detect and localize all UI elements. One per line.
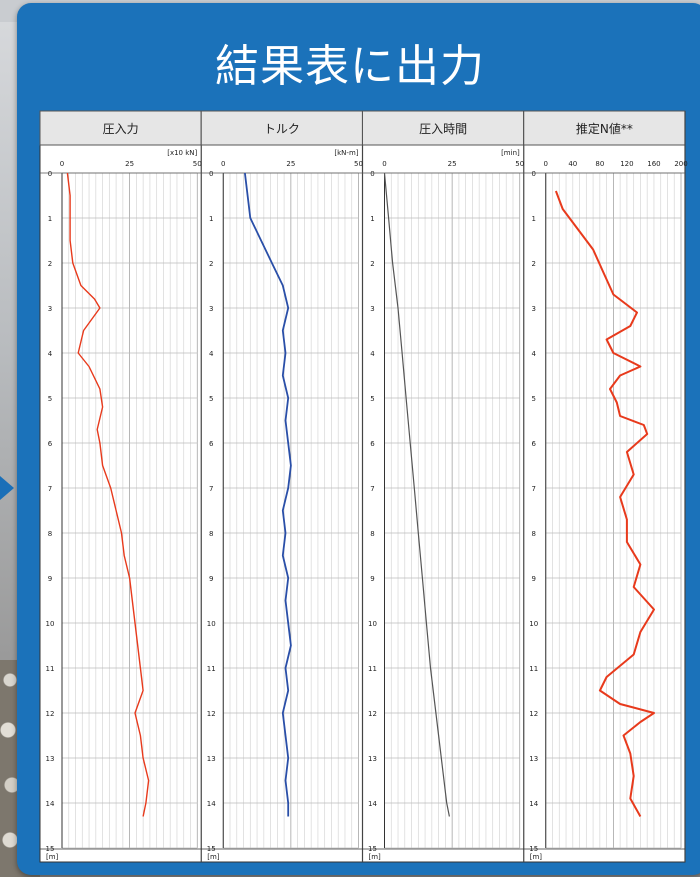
depth-tick-label: 11 [207, 665, 216, 673]
depth-tick-label: 12 [368, 710, 377, 718]
depth-tick-label: 1 [209, 215, 213, 223]
depth-tick-label: 13 [368, 755, 377, 763]
depth-tick-label: 9 [209, 575, 213, 583]
depth-unit-label: [m] [46, 853, 59, 861]
x-tick-label: 120 [620, 160, 633, 168]
depth-tick-label: 5 [209, 395, 213, 403]
depth-tick-label: 13 [46, 755, 55, 763]
depth-tick-label: 4 [532, 350, 537, 358]
depth-tick-label: 7 [370, 485, 374, 493]
data-series-line [383, 172, 450, 817]
depth-tick-label: 12 [529, 710, 538, 718]
depth-tick-label: 3 [48, 305, 52, 313]
column-title: 推定N値** [576, 121, 633, 136]
depth-tick-label: 8 [370, 530, 374, 538]
depth-tick-label: 10 [46, 620, 55, 628]
depth-tick-label: 14 [46, 800, 55, 808]
data-series-line [554, 190, 655, 817]
depth-unit-label: [m] [207, 853, 220, 861]
depth-tick-label: 5 [532, 395, 536, 403]
depth-tick-label: 9 [370, 575, 374, 583]
depth-tick-label: 2 [209, 260, 213, 268]
data-series-line [244, 172, 292, 817]
depth-tick-label: 12 [46, 710, 55, 718]
depth-tick-label: 6 [48, 440, 53, 448]
depth-tick-label: 10 [207, 620, 216, 628]
x-tick-label: 0 [544, 160, 548, 168]
depth-tick-label: 8 [532, 530, 536, 538]
depth-tick-label: 2 [370, 260, 374, 268]
depth-tick-label: 8 [48, 530, 52, 538]
depth-tick-label: 5 [48, 395, 52, 403]
depth-tick-label: 13 [207, 755, 216, 763]
column-header [362, 110, 525, 146]
depth-unit-label: [m] [369, 853, 382, 861]
x-tick-label: 25 [448, 160, 457, 168]
depth-tick-label: 0 [209, 170, 213, 178]
depth-tick-label: 14 [207, 800, 216, 808]
depth-tick-label: 0 [370, 170, 374, 178]
depth-tick-label: 11 [368, 665, 377, 673]
depth-tick-label: 6 [532, 440, 537, 448]
depth-tick-label: 6 [209, 440, 214, 448]
depth-tick-label: 7 [48, 485, 52, 493]
data-series-line [66, 172, 150, 817]
depth-tick-label: 13 [529, 755, 538, 763]
panel-title: 結果表に出力 [215, 41, 485, 92]
depth-tick-label: 3 [209, 305, 213, 313]
depth-tick-label: 5 [370, 395, 374, 403]
x-tick-label: 80 [595, 160, 604, 168]
x-tick-label: 200 [674, 160, 687, 168]
x-tick-label: 0 [60, 160, 64, 168]
depth-tick-label: 1 [532, 215, 536, 223]
depth-tick-label: 1 [370, 215, 374, 223]
column-title: 圧入力 [103, 122, 139, 136]
depth-tick-label: 10 [368, 620, 377, 628]
column-title: 圧入時間 [419, 122, 467, 136]
depth-tick-label: 11 [46, 665, 55, 673]
depth-tick-label: 11 [529, 665, 538, 673]
depth-tick-label: 2 [532, 260, 536, 268]
unit-label: [x10 kN] [167, 149, 197, 157]
unit-label: [kN-m] [334, 149, 358, 157]
depth-tick-label: 7 [209, 485, 213, 493]
x-tick-label: 160 [647, 160, 660, 168]
depth-tick-label: 2 [48, 260, 52, 268]
depth-tick-label: 8 [209, 530, 213, 538]
depth-tick-label: 14 [529, 800, 538, 808]
pointer-arrow-icon [0, 476, 14, 500]
depth-tick-label: 1 [48, 215, 52, 223]
depth-tick-label: 12 [207, 710, 216, 718]
unit-label: [min] [501, 149, 520, 157]
depth-tick-label: 4 [48, 350, 53, 358]
depth-tick-label: 0 [48, 170, 52, 178]
depth-tick-label: 9 [48, 575, 52, 583]
x-tick-label: 50 [193, 160, 202, 168]
x-tick-label: 50 [515, 160, 524, 168]
depth-tick-label: 6 [370, 440, 375, 448]
x-tick-label: 0 [382, 160, 386, 168]
x-tick-label: 40 [568, 160, 577, 168]
column-header [200, 110, 363, 146]
x-tick-label: 50 [354, 160, 363, 168]
column-title: トルク [264, 122, 300, 136]
x-tick-label: 25 [125, 160, 134, 168]
depth-tick-label: 0 [532, 170, 536, 178]
depth-tick-label: 3 [370, 305, 374, 313]
depth-tick-label: 3 [532, 305, 536, 313]
x-tick-label: 25 [286, 160, 295, 168]
x-tick-label: 0 [221, 160, 225, 168]
depth-tick-label: 14 [368, 800, 377, 808]
depth-tick-label: 10 [529, 620, 538, 628]
depth-tick-label: 4 [209, 350, 214, 358]
depth-tick-label: 9 [532, 575, 536, 583]
depth-tick-label: 4 [370, 350, 375, 358]
depth-tick-label: 7 [532, 485, 536, 493]
depth-unit-label: [m] [530, 853, 543, 861]
